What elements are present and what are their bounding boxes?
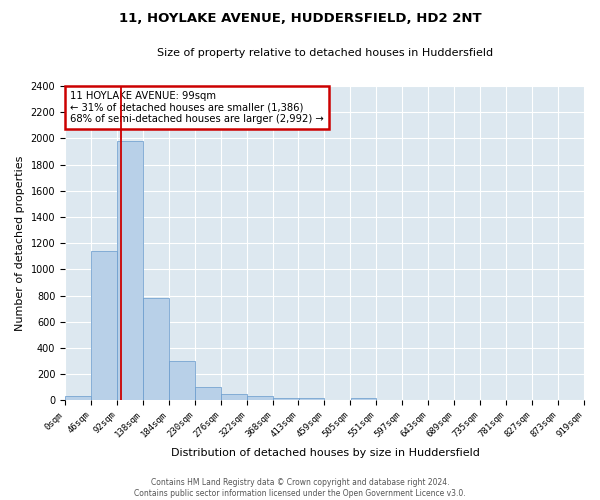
Text: 11, HOYLAKE AVENUE, HUDDERSFIELD, HD2 2NT: 11, HOYLAKE AVENUE, HUDDERSFIELD, HD2 2N… [119,12,481,26]
Text: 11 HOYLAKE AVENUE: 99sqm
← 31% of detached houses are smaller (1,386)
68% of sem: 11 HOYLAKE AVENUE: 99sqm ← 31% of detach… [70,91,324,124]
Bar [91,251,117,400]
Bar [273,398,299,400]
Title: Size of property relative to detached houses in Huddersfield: Size of property relative to detached ho… [157,48,493,58]
Bar [169,361,195,401]
X-axis label: Distribution of detached houses by size in Huddersfield: Distribution of detached houses by size … [170,448,479,458]
Bar [143,298,169,400]
Y-axis label: Number of detached properties: Number of detached properties [15,156,25,331]
Bar [299,398,325,400]
Bar [247,396,273,400]
Bar [117,141,143,401]
Bar [350,398,376,400]
Bar [195,386,221,400]
Text: Contains HM Land Registry data © Crown copyright and database right 2024.
Contai: Contains HM Land Registry data © Crown c… [134,478,466,498]
Bar [65,396,91,400]
Bar [221,394,247,400]
